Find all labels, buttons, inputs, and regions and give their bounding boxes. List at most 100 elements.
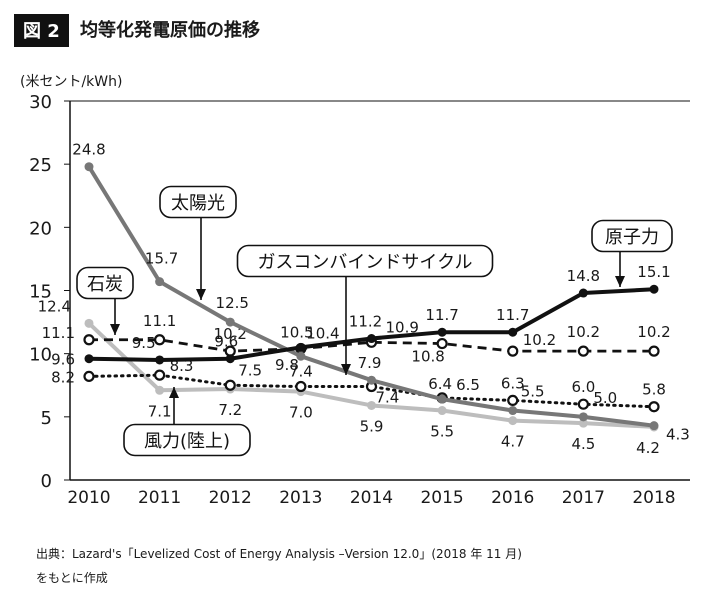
legend-label-gas: ガスコンバインドサイクル bbox=[257, 252, 472, 273]
data-label-solar: 15.7 bbox=[145, 250, 178, 268]
data-point-solar bbox=[578, 412, 588, 422]
y-tick-label: 0 bbox=[41, 471, 52, 492]
x-tick-label: 2014 bbox=[350, 488, 393, 508]
data-point-wind bbox=[508, 416, 518, 426]
data-label-gas: 8.2 bbox=[51, 368, 75, 386]
data-label-gas: 6.0 bbox=[571, 378, 595, 396]
y-tick-label: 30 bbox=[29, 92, 52, 113]
legend-label-solar: 太陽光 bbox=[171, 193, 225, 214]
data-point-coal bbox=[577, 345, 589, 357]
data-point-solar bbox=[437, 394, 447, 404]
data-point-wind bbox=[367, 400, 376, 410]
data-point-coal bbox=[154, 334, 166, 346]
data-label-wind: 4.2 bbox=[636, 439, 660, 457]
data-label-wind: 5.9 bbox=[360, 417, 384, 435]
x-tick-label: 2017 bbox=[562, 488, 605, 508]
y-axis-label: (米セント/kWh) bbox=[20, 74, 122, 90]
data-point-coal bbox=[83, 334, 95, 346]
x-tick-label: 2016 bbox=[491, 488, 534, 508]
data-point-nuclear bbox=[155, 355, 165, 365]
data-label-nuclear: 11.7 bbox=[496, 306, 529, 324]
data-label-wind: 4.7 bbox=[501, 433, 525, 451]
y-tick-label: 25 bbox=[29, 155, 52, 176]
data-point-wind bbox=[437, 406, 447, 416]
data-point-wind bbox=[155, 385, 165, 395]
data-label-coal: 11.1 bbox=[143, 312, 176, 330]
y-tick-label: 15 bbox=[29, 282, 52, 303]
data-label-wind: 7.1 bbox=[148, 402, 172, 420]
data-label-solar: 12.5 bbox=[216, 294, 249, 312]
data-point-gas bbox=[154, 369, 166, 381]
x-tick-label: 2013 bbox=[279, 488, 322, 508]
callout-box-nuclear bbox=[591, 219, 673, 253]
data-point-gas bbox=[577, 398, 589, 410]
data-point-solar bbox=[84, 162, 94, 172]
x-tick-label: 2011 bbox=[138, 488, 181, 508]
data-label-gas: 7.4 bbox=[376, 389, 400, 407]
data-label-solar: 24.8 bbox=[72, 141, 105, 159]
data-label-coal: 10.2 bbox=[567, 323, 600, 341]
callout-arrowhead-wind bbox=[169, 387, 179, 398]
data-point-nuclear bbox=[296, 342, 306, 352]
callout-box-wind bbox=[123, 423, 251, 457]
data-point-gas bbox=[83, 370, 95, 383]
data-label-nuclear: 11.2 bbox=[349, 313, 382, 331]
data-point-nuclear bbox=[84, 354, 94, 364]
data-point-solar bbox=[225, 317, 235, 327]
data-label-nuclear: 9.6 bbox=[214, 333, 238, 351]
data-label-solar: 4.3 bbox=[666, 426, 690, 444]
legend-label-wind: 風力(陸上) bbox=[144, 431, 230, 452]
data-point-wind bbox=[578, 418, 588, 428]
series-line-coal bbox=[89, 338, 654, 353]
source-line-1: 出典：Lazard's「Levelized Cost of Energy Ana… bbox=[36, 547, 522, 561]
x-tick-label: 2012 bbox=[209, 488, 252, 508]
data-point-coal bbox=[648, 345, 660, 357]
data-label-gas: 7.4 bbox=[289, 363, 313, 381]
data-label-nuclear: 10.5 bbox=[280, 323, 313, 341]
data-label-wind: 12.4 bbox=[38, 297, 71, 315]
data-point-solar bbox=[296, 351, 306, 361]
data-label-coal: 10.8 bbox=[411, 348, 444, 366]
data-point-solar bbox=[649, 421, 659, 431]
callout-box-gas bbox=[236, 244, 494, 278]
data-label-solar: 9.8 bbox=[275, 356, 299, 374]
data-label-solar: 7.9 bbox=[358, 354, 382, 372]
y-tick-label: 20 bbox=[29, 218, 52, 239]
data-label-gas: 7.5 bbox=[238, 361, 262, 379]
callout-box-solar bbox=[159, 185, 237, 219]
data-label-gas: 5.8 bbox=[642, 381, 666, 399]
data-label-wind: 7.0 bbox=[289, 404, 313, 422]
data-point-solar bbox=[508, 406, 518, 416]
data-label-wind: 5.5 bbox=[430, 423, 454, 441]
data-point-solar bbox=[155, 277, 165, 287]
data-point-gas bbox=[648, 401, 660, 413]
callout-arrowhead-gas bbox=[341, 364, 351, 375]
x-tick-label: 2018 bbox=[632, 488, 675, 508]
legend-label-nuclear: 原子力 bbox=[605, 227, 659, 248]
data-point-gas bbox=[224, 379, 236, 391]
data-label-coal: 11.1 bbox=[42, 324, 75, 342]
data-point-gas bbox=[295, 380, 307, 393]
data-point-coal bbox=[507, 345, 519, 357]
data-point-nuclear bbox=[649, 284, 659, 294]
data-point-gas bbox=[507, 394, 519, 407]
data-label-nuclear: 15.1 bbox=[637, 263, 670, 281]
data-label-coal: 10.9 bbox=[386, 318, 419, 336]
figure-label: 図 2 bbox=[14, 14, 69, 47]
data-point-coal bbox=[436, 337, 448, 350]
x-tick-label: 2015 bbox=[420, 488, 463, 508]
data-label-nuclear: 9.6 bbox=[51, 351, 75, 369]
callout-arrowhead-nuclear bbox=[615, 276, 625, 287]
data-label-nuclear: 11.7 bbox=[425, 306, 458, 324]
callout-box-coal bbox=[76, 266, 134, 300]
data-label-coal: 10.2 bbox=[637, 323, 670, 341]
data-label-coal: 10.2 bbox=[523, 331, 556, 349]
legend-label-coal: 石炭 bbox=[87, 274, 123, 295]
data-label-coal: 10.4 bbox=[306, 325, 339, 343]
source-line-2: をもとに作成 bbox=[36, 571, 108, 585]
data-point-nuclear bbox=[225, 354, 235, 364]
figure-title: 均等化発電原価の推移 bbox=[80, 20, 260, 41]
data-point-wind bbox=[84, 318, 94, 328]
callout-arrowhead-coal bbox=[110, 324, 120, 335]
y-tick-label: 10 bbox=[29, 345, 52, 366]
